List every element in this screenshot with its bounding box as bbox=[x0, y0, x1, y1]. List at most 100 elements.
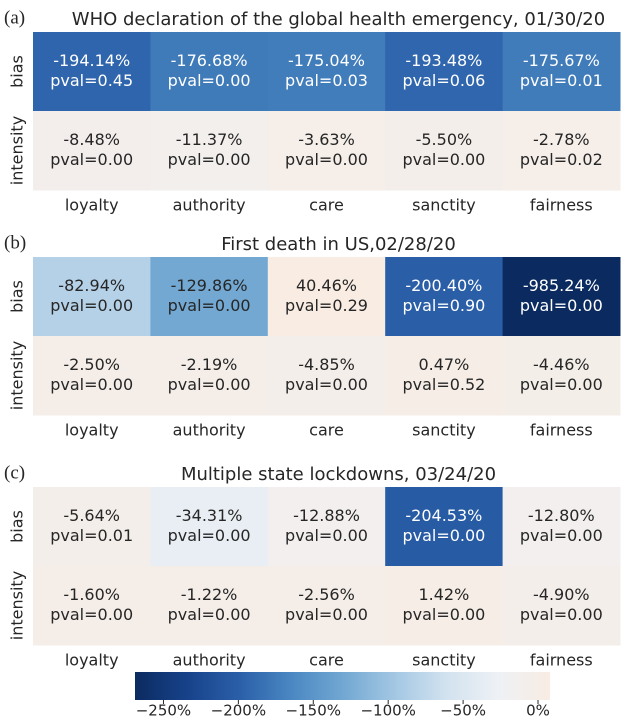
cell-pval-label: pval=0.00 bbox=[50, 150, 133, 169]
cell-pval-label: pval=0.06 bbox=[402, 71, 485, 90]
cell-pval-label: pval=0.00 bbox=[50, 296, 133, 315]
heatmap-cell bbox=[502, 336, 621, 416]
panel-label: (c) bbox=[4, 462, 25, 483]
row-label: bias bbox=[8, 510, 27, 543]
colorbar-tick-label: −250% bbox=[136, 702, 191, 719]
heatmap-cell bbox=[385, 32, 504, 112]
cell-value-label: -12.80% bbox=[528, 506, 595, 525]
panel-label: (b) bbox=[4, 232, 26, 253]
heatmap-cell bbox=[502, 111, 621, 191]
cell-value-label: -8.48% bbox=[63, 130, 120, 149]
cell-value-label: -12.88% bbox=[293, 506, 360, 525]
column-label: care bbox=[309, 196, 344, 215]
heatmap-cell bbox=[267, 566, 386, 646]
panel-title: First death in US,02/28/20 bbox=[221, 234, 456, 255]
cell-value-label: -193.48% bbox=[405, 51, 482, 70]
colorbar-tick-label: −150% bbox=[286, 702, 341, 719]
cell-pval-label: pval=0.00 bbox=[285, 605, 368, 624]
cell-pval-label: pval=0.00 bbox=[402, 150, 485, 169]
column-label: care bbox=[309, 651, 344, 670]
heatmap-cell bbox=[150, 257, 269, 337]
colorbar-tick-label: −50% bbox=[440, 702, 486, 719]
column-label: authority bbox=[173, 421, 246, 440]
cell-pval-label: pval=0.03 bbox=[285, 71, 368, 90]
panel-title: Multiple state lockdowns, 03/24/20 bbox=[181, 464, 496, 485]
heatmap-cell bbox=[33, 336, 151, 416]
cell-pval-label: pval=0.01 bbox=[50, 526, 133, 545]
column-label: fairness bbox=[530, 196, 593, 215]
heatmap-cell bbox=[385, 566, 504, 646]
cell-pval-label: pval=0.00 bbox=[285, 526, 368, 545]
cell-pval-label: pval=0.00 bbox=[285, 375, 368, 394]
column-label: fairness bbox=[530, 421, 593, 440]
cell-value-label: -34.31% bbox=[176, 506, 243, 525]
heatmap-cell bbox=[33, 566, 151, 646]
colorbar bbox=[135, 672, 550, 700]
cell-pval-label: pval=0.52 bbox=[402, 375, 485, 394]
colorbar-tick-label: −200% bbox=[211, 702, 266, 719]
heatmap-cell bbox=[385, 487, 504, 567]
colorbar-tick-label: 0% bbox=[526, 702, 550, 719]
cell-value-label: -2.78% bbox=[533, 130, 590, 149]
heatmap-cell bbox=[150, 336, 269, 416]
cell-pval-label: pval=0.45 bbox=[50, 71, 133, 90]
column-label: sanctity bbox=[412, 421, 476, 440]
cell-pval-label: pval=0.00 bbox=[285, 150, 368, 169]
heatmap-cell bbox=[502, 32, 621, 112]
heatmap-cell bbox=[33, 111, 151, 191]
cell-value-label: -129.86% bbox=[171, 276, 248, 295]
cell-pval-label: pval=0.00 bbox=[402, 605, 485, 624]
cell-pval-label: pval=0.01 bbox=[520, 71, 603, 90]
cell-value-label: -4.46% bbox=[533, 355, 590, 374]
cell-value-label: -176.68% bbox=[171, 51, 248, 70]
cell-pval-label: pval=0.00 bbox=[520, 605, 603, 624]
cell-pval-label: pval=0.00 bbox=[168, 375, 251, 394]
cell-value-label: -3.63% bbox=[298, 130, 355, 149]
heatmap-cell bbox=[385, 257, 504, 337]
cell-pval-label: pval=0.00 bbox=[168, 605, 251, 624]
heatmap-cell bbox=[267, 111, 386, 191]
heatmap-cell bbox=[150, 566, 269, 646]
cell-value-label: -1.60% bbox=[63, 585, 120, 604]
cell-value-label: -1.22% bbox=[181, 585, 238, 604]
column-label: loyalty bbox=[65, 651, 119, 670]
heatmap-cell bbox=[150, 111, 269, 191]
cell-pval-label: pval=0.00 bbox=[520, 296, 603, 315]
cell-pval-label: pval=0.00 bbox=[50, 375, 133, 394]
column-label: authority bbox=[173, 651, 246, 670]
cell-pval-label: pval=0.02 bbox=[520, 150, 603, 169]
column-label: loyalty bbox=[65, 421, 119, 440]
heatmap-cell bbox=[502, 566, 621, 646]
row-label: intensity bbox=[8, 571, 27, 640]
cell-pval-label: pval=0.00 bbox=[520, 526, 603, 545]
cell-value-label: -4.85% bbox=[298, 355, 355, 374]
cell-value-label: -82.94% bbox=[58, 276, 125, 295]
cell-pval-label: pval=0.00 bbox=[402, 526, 485, 545]
cell-pval-label: pval=0.00 bbox=[168, 526, 251, 545]
cell-value-label: -175.67% bbox=[523, 51, 600, 70]
cell-value-label: -2.50% bbox=[63, 355, 120, 374]
heatmap-cell bbox=[502, 257, 621, 337]
cell-pval-label: pval=0.00 bbox=[50, 605, 133, 624]
heatmap-cell bbox=[33, 32, 151, 112]
cell-value-label: -200.40% bbox=[405, 276, 482, 295]
cell-value-label: 0.47% bbox=[418, 355, 469, 374]
heatmap-cell bbox=[267, 32, 386, 112]
cell-value-label: -11.37% bbox=[176, 130, 243, 149]
cell-pval-label: pval=0.29 bbox=[285, 296, 368, 315]
heatmap-cell bbox=[33, 257, 151, 337]
cell-value-label: 40.46% bbox=[296, 276, 357, 295]
cell-value-label: -2.19% bbox=[181, 355, 238, 374]
heatmap-cell bbox=[150, 32, 269, 112]
panel-title: WHO declaration of the global health eme… bbox=[72, 9, 605, 30]
row-label: intensity bbox=[8, 341, 27, 410]
cell-pval-label: pval=0.90 bbox=[402, 296, 485, 315]
cell-value-label: -2.56% bbox=[298, 585, 355, 604]
cell-value-label: -175.04% bbox=[288, 51, 365, 70]
column-label: authority bbox=[173, 196, 246, 215]
cell-value-label: 1.42% bbox=[418, 585, 469, 604]
column-label: fairness bbox=[530, 651, 593, 670]
heatmap-cell bbox=[33, 487, 151, 567]
column-label: sanctity bbox=[412, 651, 476, 670]
